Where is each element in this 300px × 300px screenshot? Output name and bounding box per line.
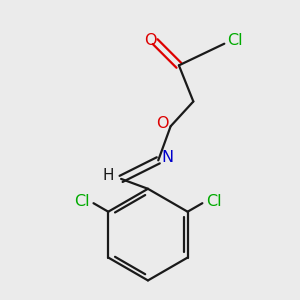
Text: Cl: Cl bbox=[227, 33, 243, 48]
Text: Cl: Cl bbox=[206, 194, 222, 209]
Text: O: O bbox=[144, 33, 157, 48]
Text: Cl: Cl bbox=[74, 194, 90, 209]
Text: N: N bbox=[161, 150, 174, 165]
Text: H: H bbox=[102, 168, 114, 183]
Text: O: O bbox=[156, 116, 168, 131]
